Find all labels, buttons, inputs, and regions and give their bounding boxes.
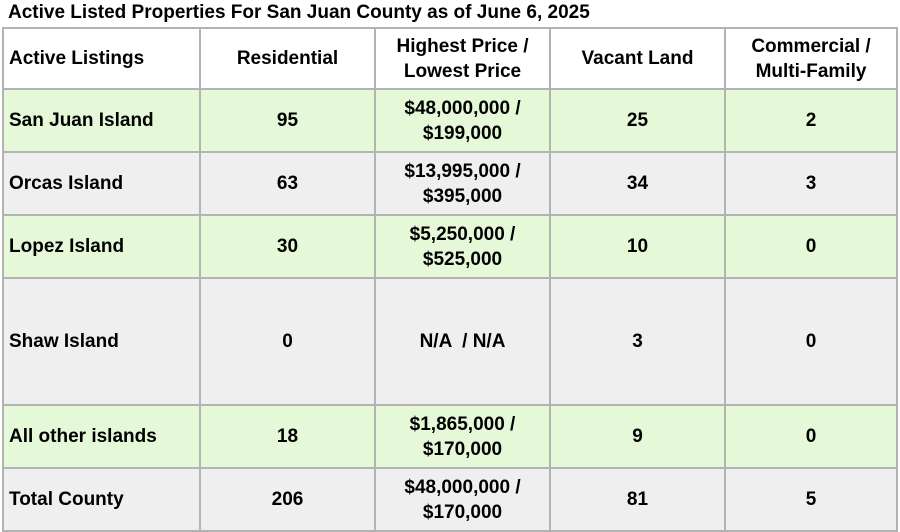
price-low: $170,000 [422,501,503,523]
header-price-line1: Highest Price / [396,35,529,57]
vacant-land-cell: 81 [549,467,726,532]
header-price-line2: Lowest Price [403,60,522,82]
price-high: $13,995,000 / [404,160,521,182]
price-cell: $5,250,000 / $525,000 [374,214,551,279]
table-row: Orcas Island 63 $13,995,000 / $395,000 3… [2,151,898,216]
table-row: Total County 206 $48,000,000 / $170,000 … [2,467,898,532]
header-commercial: Commercial / Multi-Family [724,27,898,90]
page-title: Active Listed Properties For San Juan Co… [8,2,590,23]
table-row: Shaw Island 0 N/A / N/A 3 0 [2,277,898,406]
commercial-cell: 0 [724,404,898,469]
price-low: $395,000 [422,185,503,207]
price-low: $199,000 [422,122,503,144]
price-high: $48,000,000 / [404,476,521,498]
vacant-land-cell: 3 [549,277,726,406]
commercial-cell: 2 [724,88,898,153]
header-vacant-land: Vacant Land [549,27,726,90]
commercial-cell: 0 [724,214,898,279]
header-residential: Residential [199,27,376,90]
area-cell: Total County [2,467,201,532]
price-high: $48,000,000 / [404,97,521,119]
table-row: San Juan Island 95 $48,000,000 / $199,00… [2,88,898,153]
commercial-cell: 5 [724,467,898,532]
header-row: Active Listings Residential Highest Pric… [2,27,898,90]
area-cell: Orcas Island [2,151,201,216]
residential-cell: 0 [199,277,376,406]
area-cell: All other islands [2,404,201,469]
table-row: All other islands 18 $1,865,000 / $170,0… [2,404,898,469]
price-cell: $1,865,000 / $170,000 [374,404,551,469]
header-commercial-line2: Multi-Family [755,60,867,82]
commercial-cell: 0 [724,277,898,406]
vacant-land-cell: 34 [549,151,726,216]
price-low: $170,000 [422,438,503,460]
area-cell: Shaw Island [2,277,201,406]
residential-cell: 95 [199,88,376,153]
price-low: $525,000 [422,248,503,270]
area-cell: San Juan Island [2,88,201,153]
listings-table: Active Listings Residential Highest Pric… [2,27,898,532]
residential-cell: 18 [199,404,376,469]
price-cell: $48,000,000 / $170,000 [374,467,551,532]
area-cell: Lopez Island [2,214,201,279]
header-active-listings: Active Listings [2,27,201,90]
vacant-land-cell: 10 [549,214,726,279]
header-commercial-line1: Commercial / [751,35,871,57]
commercial-cell: 3 [724,151,898,216]
vacant-land-cell: 9 [549,404,726,469]
residential-cell: 30 [199,214,376,279]
residential-cell: 206 [199,467,376,532]
vacant-land-cell: 25 [549,88,726,153]
header-price: Highest Price / Lowest Price [374,27,551,90]
residential-cell: 63 [199,151,376,216]
price-cell: $13,995,000 / $395,000 [374,151,551,216]
price-cell: $48,000,000 / $199,000 [374,88,551,153]
table-row: Lopez Island 30 $5,250,000 / $525,000 10… [2,214,898,279]
price-high: N/A / N/A [419,331,506,352]
price-high: $1,865,000 / [409,413,516,435]
price-cell: N/A / N/A [374,277,551,406]
price-high: $5,250,000 / [409,223,516,245]
